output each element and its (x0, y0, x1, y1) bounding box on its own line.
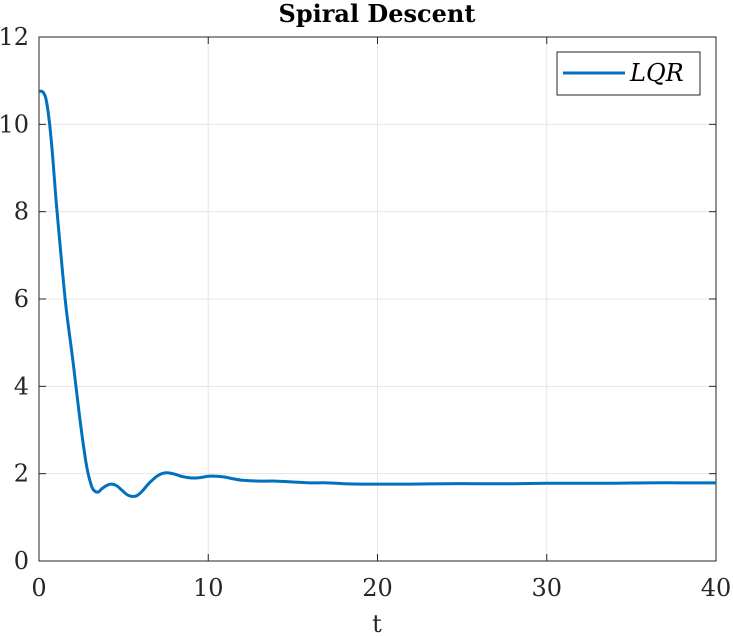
x-tick-label: 0 (31, 574, 46, 602)
x-tick-label: 40 (701, 574, 732, 602)
grid-lines (39, 37, 716, 561)
legend: LQR (556, 51, 701, 96)
y-tick-label: 8 (14, 198, 29, 226)
x-tick-label: 10 (193, 574, 224, 602)
axis-ticks (38, 36, 717, 562)
x-axis-label: t (372, 610, 382, 636)
y-tick-label: 6 (14, 285, 29, 313)
legend-label-lqr: LQR (629, 59, 684, 87)
y-tick-label: 12 (0, 23, 29, 51)
series-layer (38, 89, 716, 498)
y-tick-label: 0 (14, 547, 29, 575)
series-line-lqr (38, 89, 716, 498)
y-tick-labels: 0 2 4 6 8 10 12 (0, 23, 29, 575)
chart-title: Spiral Descent (279, 0, 476, 28)
y-tick-label: 2 (14, 460, 29, 488)
y-tick-label: 4 (14, 372, 29, 400)
x-tick-label: 20 (362, 574, 393, 602)
x-tick-labels: 0 10 20 30 40 (31, 574, 731, 602)
x-tick-label: 30 (531, 574, 562, 602)
y-tick-label: 10 (0, 110, 29, 138)
